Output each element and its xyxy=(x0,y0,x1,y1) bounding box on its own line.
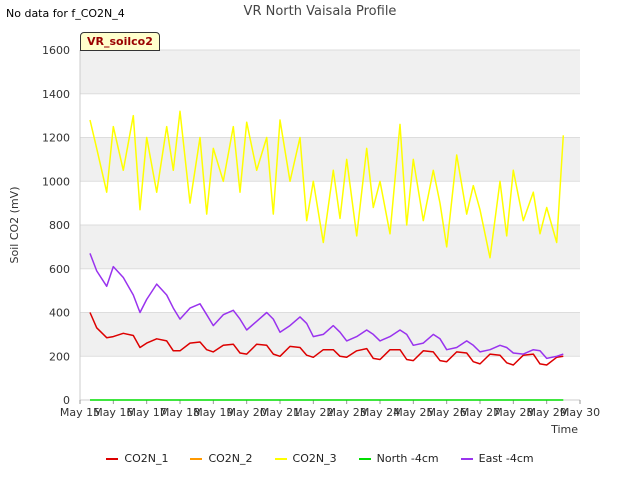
y-tick-label: 0 xyxy=(63,394,70,407)
grid-band xyxy=(80,50,580,94)
chart-legend: CO2N_1 CO2N_2 CO2N_3 North -4cm East -4c… xyxy=(0,452,640,465)
grid-band xyxy=(80,93,580,138)
x-tick-label: May 23 xyxy=(327,406,367,419)
x-tick-label: May 15 xyxy=(60,406,100,419)
grid-band xyxy=(80,268,580,313)
y-tick-label: 200 xyxy=(49,350,70,363)
x-axis-label: Time xyxy=(550,423,578,436)
chart-title: VR North Vaisala Profile xyxy=(243,4,397,19)
legend-swatch xyxy=(106,457,119,460)
x-tick-label: May 21 xyxy=(260,406,300,419)
legend-item-north-4cm[interactable]: North -4cm xyxy=(358,452,439,465)
no-data-message: No data for f_CO2N_4 xyxy=(6,7,125,20)
grid-band xyxy=(80,137,580,182)
y-tick-label: 400 xyxy=(49,307,70,320)
x-tick-label: May 16 xyxy=(93,406,133,419)
series-line-east-4cm xyxy=(89,253,564,360)
y-tick-label: 1000 xyxy=(42,175,70,188)
x-tick-label: May 28 xyxy=(493,406,533,419)
legend-label: CO2N_2 xyxy=(208,452,253,465)
x-tick-label: May 29 xyxy=(527,406,567,419)
x-tick-label: May 30 xyxy=(560,406,600,419)
series-line-co2n-3 xyxy=(89,110,565,259)
grid-band xyxy=(80,356,580,400)
x-tick-label: May 24 xyxy=(360,406,400,419)
y-tick-label: 1200 xyxy=(42,132,70,145)
x-tick-label: May 18 xyxy=(160,406,200,419)
x-tick-label: May 22 xyxy=(293,406,333,419)
y-axis-label: Soil CO2 (mV) xyxy=(8,187,21,264)
legend-swatch xyxy=(274,457,287,460)
site-badge[interactable]: VR_soilco2 xyxy=(80,32,160,51)
legend-label: CO2N_1 xyxy=(124,452,169,465)
legend-swatch xyxy=(190,457,203,460)
legend-swatch xyxy=(460,457,473,460)
legend-label: East -4cm xyxy=(478,452,534,465)
x-tick-label: May 19 xyxy=(193,406,233,419)
legend-label: CO2N_3 xyxy=(292,452,337,465)
legend-item-co2n-3[interactable]: CO2N_3 xyxy=(274,452,337,465)
x-tick-label: May 26 xyxy=(427,406,467,419)
y-tick-label: 1400 xyxy=(42,88,70,101)
series-line-co2n-1 xyxy=(89,312,564,366)
legend-item-co2n-2[interactable]: CO2N_2 xyxy=(190,452,253,465)
y-tick-label: 800 xyxy=(49,219,70,232)
legend-item-east-4cm[interactable]: East -4cm xyxy=(460,452,534,465)
legend-item-co2n-1[interactable]: CO2N_1 xyxy=(106,452,168,465)
legend-label: North -4cm xyxy=(376,452,439,465)
y-tick-label: 1600 xyxy=(42,44,70,57)
x-tick-label: May 20 xyxy=(227,406,267,419)
x-tick-label: May 17 xyxy=(127,406,167,419)
legend-swatch xyxy=(358,457,371,460)
x-tick-label: May 25 xyxy=(393,406,433,419)
y-tick-label: 600 xyxy=(49,263,70,276)
grid-band xyxy=(80,225,580,269)
x-tick-label: May 27 xyxy=(460,406,500,419)
